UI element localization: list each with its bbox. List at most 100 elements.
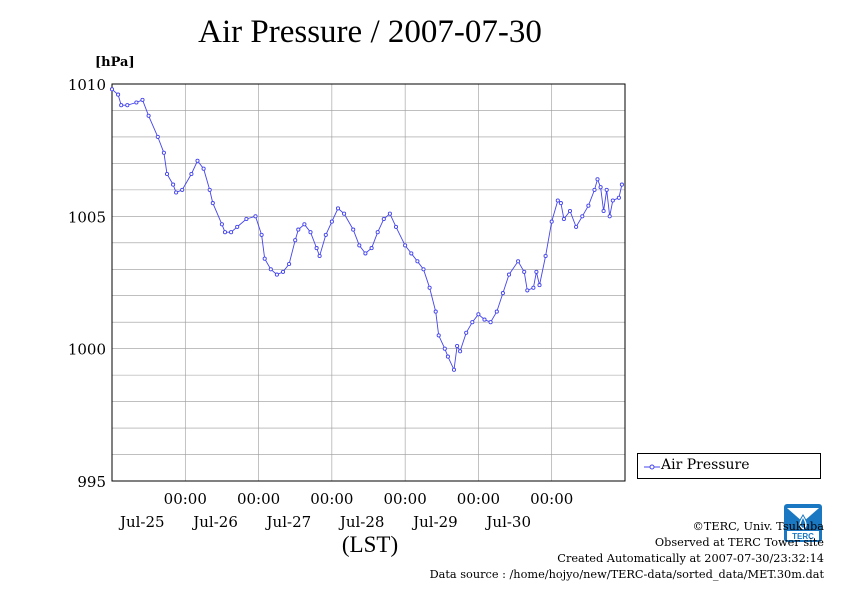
data-point <box>268 267 273 272</box>
y-tick-label: 995 <box>77 473 106 491</box>
data-point <box>464 330 469 335</box>
data-point <box>174 190 179 195</box>
data-point <box>427 285 432 290</box>
data-point <box>387 211 392 216</box>
data-point <box>451 367 457 372</box>
data-point <box>534 269 539 274</box>
data-point <box>476 312 481 317</box>
data-point <box>436 333 441 338</box>
y-tick-label: 1005 <box>68 208 106 226</box>
data-point <box>525 288 530 293</box>
data-point <box>222 230 228 235</box>
data-point <box>616 195 621 200</box>
data-point <box>287 261 292 267</box>
data-point <box>601 208 606 214</box>
data-point <box>470 320 475 325</box>
data-point <box>140 97 145 102</box>
data-point <box>161 150 166 155</box>
data-point <box>308 230 313 235</box>
footer-observed: Observed at TERC Tower site <box>654 536 824 549</box>
data-point <box>134 100 139 105</box>
plot-frame <box>111 83 626 482</box>
data-point <box>274 272 279 277</box>
data-point <box>567 208 573 214</box>
series-line <box>111 88 623 372</box>
data-point <box>302 222 307 227</box>
data-point <box>458 349 463 354</box>
data-point <box>580 214 585 219</box>
x-tick-date-label: Jul-29 <box>411 513 458 531</box>
x-tick-date-label: Jul-27 <box>265 513 312 531</box>
data-point <box>488 320 493 325</box>
data-point <box>381 216 386 222</box>
data-point <box>442 346 447 351</box>
data-point <box>555 198 560 203</box>
logo-text: TERC <box>792 532 814 541</box>
data-point <box>494 309 499 314</box>
data-point <box>607 214 612 219</box>
x-tick-date-label: Jul-28 <box>338 513 385 531</box>
data-point <box>180 187 185 192</box>
data-point <box>531 285 536 290</box>
y-tick-label: 1000 <box>68 341 106 359</box>
data-point <box>119 103 124 108</box>
data-point <box>229 230 234 235</box>
data-point <box>329 219 334 224</box>
data-point <box>619 182 624 187</box>
data-point <box>280 269 286 274</box>
y-axis-unit-label: [hPa] <box>95 55 135 70</box>
data-point <box>592 187 597 192</box>
x-tick-label: 00:00 <box>457 490 500 508</box>
data-point <box>586 203 591 208</box>
data-point <box>506 272 512 277</box>
x-tick-date-label: Jul-30 <box>484 513 531 531</box>
data-point <box>342 211 347 216</box>
x-axis-label: (LST) <box>341 532 399 557</box>
data-point <box>207 187 212 192</box>
data-point <box>516 259 521 264</box>
data-point <box>558 201 563 206</box>
data-point <box>393 224 399 229</box>
data-point <box>201 166 206 171</box>
legend: Air Pressure <box>637 453 821 479</box>
data-point <box>335 206 341 211</box>
data-point <box>210 201 215 206</box>
terc-logo-icon: TERC <box>784 504 822 542</box>
data-point <box>574 224 579 229</box>
data-point <box>116 92 121 97</box>
data-point <box>482 317 487 322</box>
data-point <box>598 185 603 190</box>
data-point <box>109 87 115 92</box>
data-point <box>155 134 160 139</box>
x-tick-label: 00:00 <box>530 490 573 508</box>
data-point <box>296 227 301 232</box>
data-point <box>415 259 420 264</box>
x-tick-date-label: Jul-26 <box>191 513 238 531</box>
footer-source: Data source : /home/hojyo/new/TERC-data/… <box>429 568 824 581</box>
data-point <box>445 354 450 359</box>
data-point <box>253 214 258 219</box>
x-tick-date-label: Jul-25 <box>118 513 165 531</box>
data-point <box>537 283 542 288</box>
data-point <box>195 158 200 163</box>
data-point <box>244 216 249 222</box>
data-point <box>351 227 356 232</box>
data-point <box>357 243 362 248</box>
data-point <box>164 171 170 177</box>
footer-created: Created Automatically at 2007-07-30/23:3… <box>557 552 824 565</box>
data-point <box>219 222 224 227</box>
data-point <box>403 243 408 248</box>
y-tick-label: 1010 <box>68 76 106 94</box>
data-point <box>262 256 267 261</box>
x-tick-label: 00:00 <box>310 490 353 508</box>
data-point <box>323 232 328 237</box>
x-tick-label: 00:00 <box>164 490 207 508</box>
footer-copyright: ©TERC, Univ. Tsukuba <box>692 520 824 533</box>
data-point <box>314 246 319 251</box>
data-point <box>409 251 414 256</box>
data-point <box>500 291 505 296</box>
data-point <box>522 269 527 274</box>
chart-title: Air Pressure / 2007-07-30 <box>198 14 542 50</box>
data-point <box>549 219 554 224</box>
